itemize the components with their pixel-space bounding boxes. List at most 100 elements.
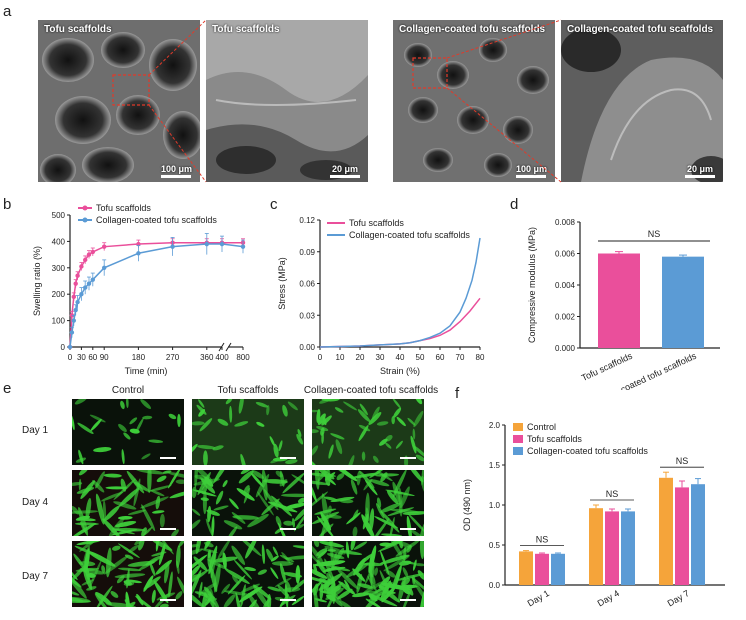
legend-label: Tofu scaffolds [527,434,582,444]
y-axis-label: Stress (MPa) [277,257,287,310]
cell [72,523,96,536]
cell [81,579,95,586]
cell [142,415,153,420]
cell [374,473,400,477]
cell [202,490,207,515]
cell [344,579,350,590]
cell [266,404,270,416]
cell [352,509,359,521]
sem-texture [38,20,200,182]
x-tick-label: 180 [132,353,146,362]
scale-bar: 100 μm [161,164,192,178]
cell [238,399,244,414]
cell [110,591,119,598]
fluorescence-image [312,470,424,536]
cell [393,407,402,418]
cell [313,541,320,548]
cell [375,503,385,519]
legend-label: Collagen-coated tofu scaffolds [96,215,217,225]
cell [326,594,336,602]
cell [78,478,82,491]
col-label-collagen: Collagen-coated tofu scaffolds [303,385,439,396]
x-tick-label: 60 [436,353,445,362]
cell [402,588,410,595]
data-point [240,244,246,249]
cell [149,562,156,577]
panel-label-e: e [3,380,12,397]
row-label-day1: Day 1 [22,425,49,436]
cell [195,541,202,555]
cell [211,516,215,536]
cell [312,409,320,413]
x-tick-label: Day 1 [526,588,551,608]
cell [120,400,125,410]
cell [398,487,403,517]
cell [192,587,205,607]
cell [330,433,345,440]
cell [413,410,424,428]
cell [234,421,249,427]
cell [197,445,216,450]
cell [101,565,106,574]
legend-label: Collagen-coated tofu scaffolds [349,230,470,240]
cell [212,445,224,451]
cell [379,502,401,513]
cell [285,459,298,465]
cell [194,470,199,489]
cell [369,508,375,532]
data-point [71,318,77,323]
cell [383,555,410,572]
cell [353,541,368,550]
legend-marker [82,217,88,223]
cell [408,470,424,483]
cell [105,602,137,607]
legend-label: Control [527,422,556,432]
cell [123,432,131,440]
y-tick-label: 200 [52,290,66,299]
scale-bar [280,599,296,601]
cell [412,559,417,571]
cell [124,554,134,560]
data-point [86,281,92,286]
cell [327,505,332,515]
cell [361,451,366,461]
cell [363,478,373,491]
data-point [75,273,80,278]
cell [204,476,214,487]
cell [93,447,112,453]
cell [80,480,96,499]
cell [192,443,198,454]
cell [395,541,421,557]
cell [74,399,88,405]
cell [270,567,279,579]
cell [72,573,82,588]
cell [114,520,137,528]
cell [282,404,288,417]
scale-bar [160,528,176,530]
cell [319,399,335,404]
cell [284,555,304,560]
data-point [79,292,84,297]
cell [209,588,215,607]
cell [402,567,409,578]
cell [140,399,151,410]
cell [112,545,121,551]
cell [233,559,253,580]
data-point [102,265,107,270]
cell [297,497,304,504]
cell [271,495,293,517]
cell [407,417,416,426]
data-point [83,285,88,290]
cell [402,511,424,516]
cell [178,541,184,548]
data-point [67,344,73,350]
cell [126,399,129,409]
fluorescence-image [312,399,424,465]
y-tick-label: 0.008 [555,218,576,227]
series-line [69,243,244,348]
cell [156,592,176,601]
cell [374,567,379,576]
x-tick-label: 270 [166,353,180,362]
cell [350,541,356,551]
cell [90,418,102,432]
